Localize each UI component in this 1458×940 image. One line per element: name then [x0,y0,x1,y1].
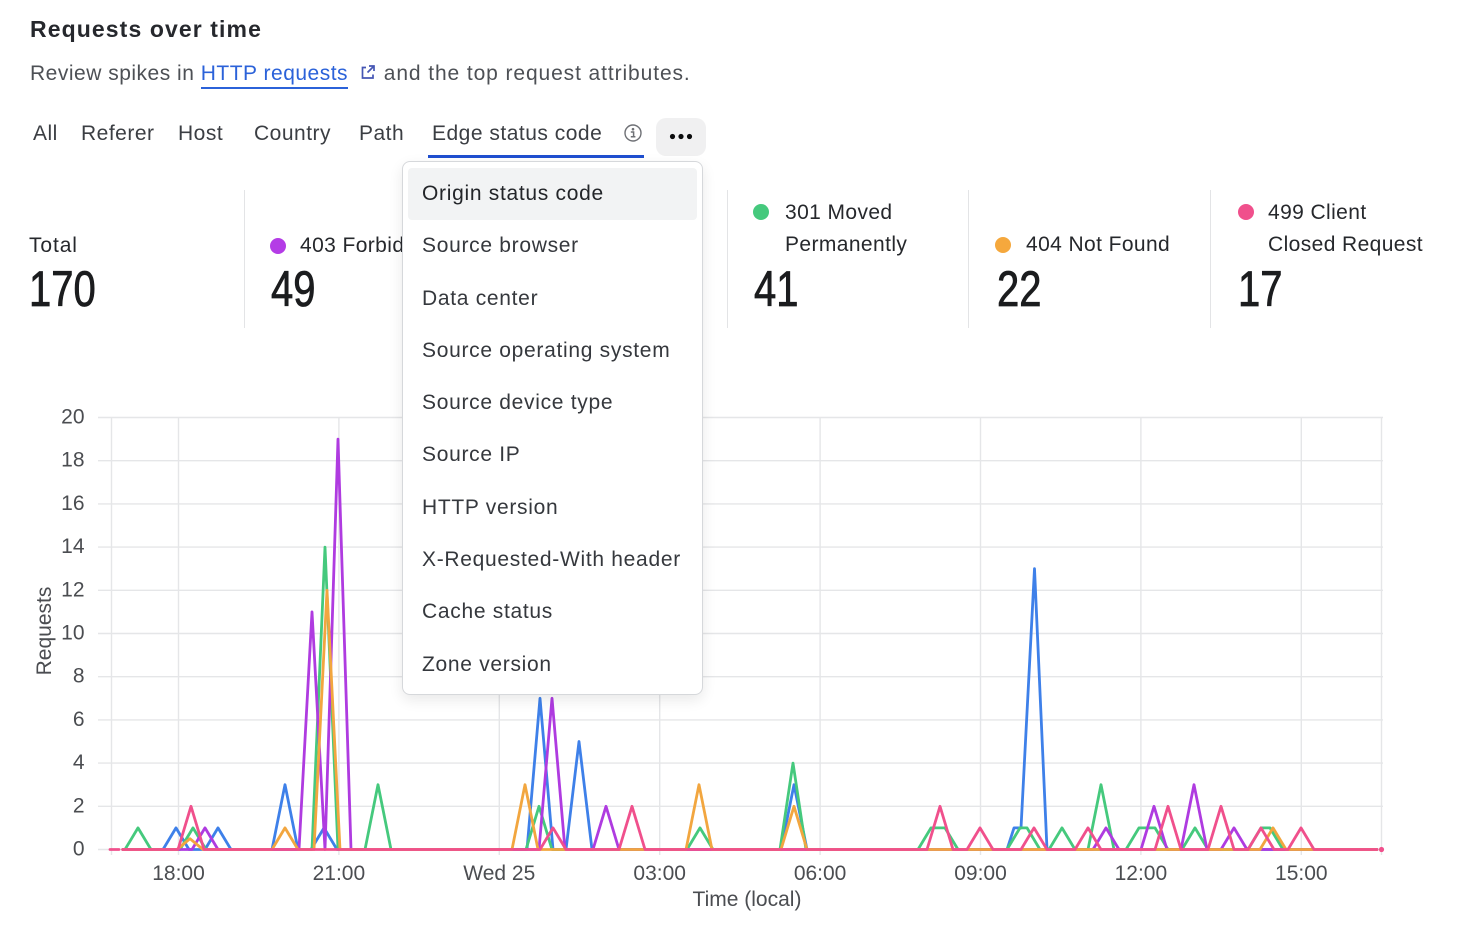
svg-text:21:00: 21:00 [313,862,366,885]
svg-text:12: 12 [61,578,84,601]
svg-text:0: 0 [73,838,85,861]
svg-text:06:00: 06:00 [794,862,847,885]
svg-text:14: 14 [61,535,85,558]
svg-text:Time (local): Time (local) [693,888,802,911]
svg-text:03:00: 03:00 [633,862,686,885]
svg-text:6: 6 [73,708,85,731]
svg-text:20: 20 [61,406,84,429]
svg-text:09:00: 09:00 [954,862,1007,885]
svg-text:Requests: Requests [33,587,56,676]
svg-text:Wed 25: Wed 25 [463,862,535,885]
svg-text:8: 8 [73,665,85,688]
svg-text:15:00: 15:00 [1275,862,1328,885]
svg-text:12:00: 12:00 [1115,862,1168,885]
svg-text:18: 18 [61,449,84,472]
svg-text:2: 2 [73,794,85,817]
svg-text:4: 4 [73,751,85,774]
svg-text:18:00: 18:00 [152,862,205,885]
svg-text:10: 10 [61,622,84,645]
svg-text:16: 16 [61,492,84,515]
